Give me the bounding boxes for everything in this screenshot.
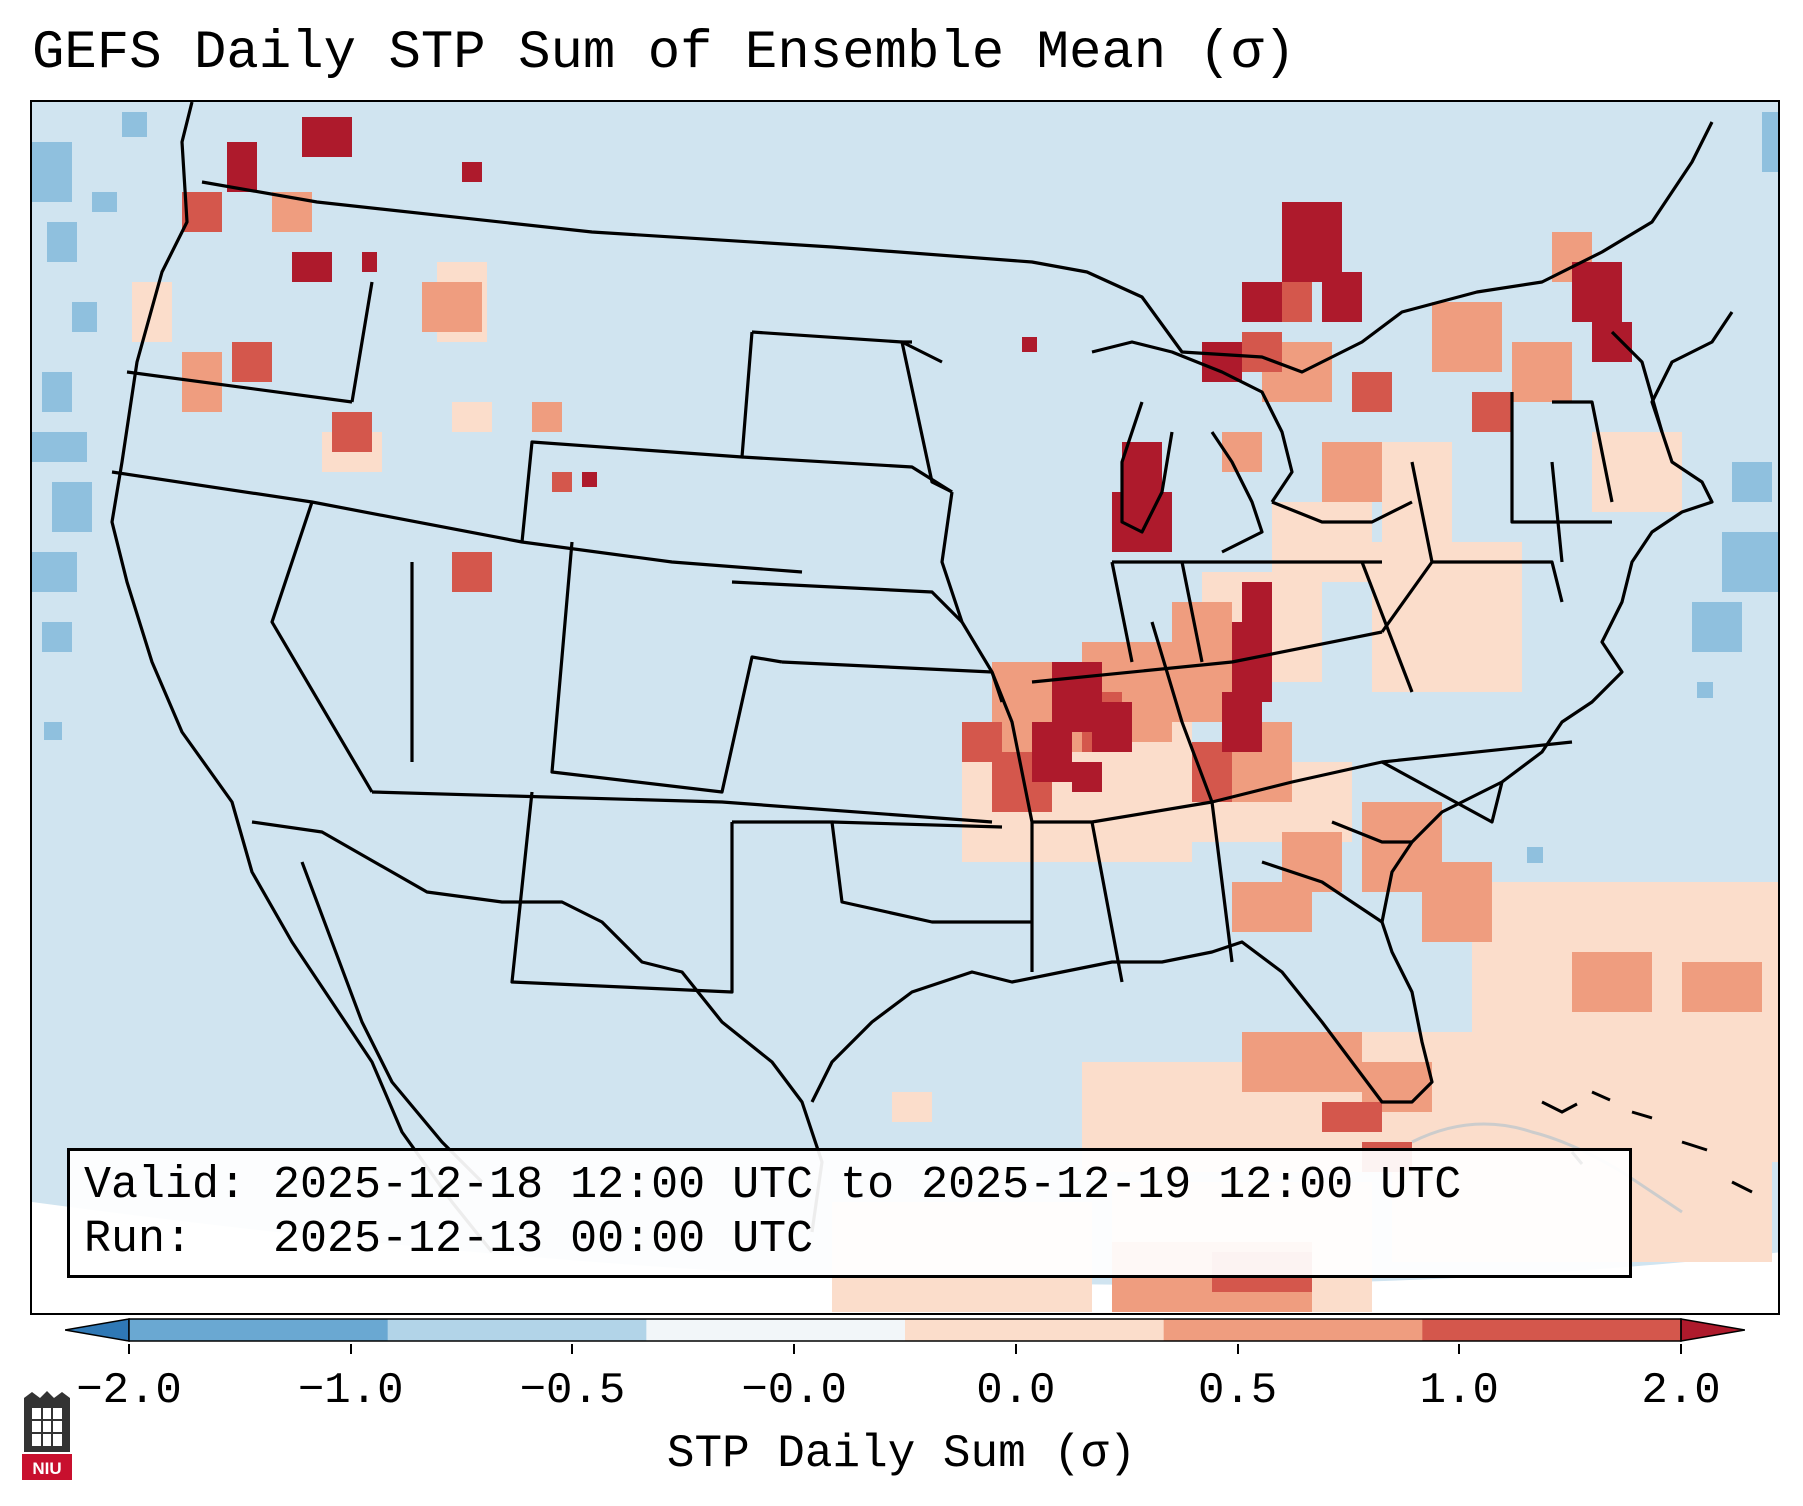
colorbar: [65, 1318, 1745, 1342]
valid-row: Valid: 2025-12-18 12:00 UTC to 2025-12-1…: [84, 1159, 1615, 1213]
colorbar-label: STP Daily Sum (σ): [666, 1428, 1137, 1480]
map-panel: [30, 100, 1780, 1315]
colorbar-tick-label: −2.0: [76, 1366, 182, 1416]
niu-logo: NIU: [22, 1391, 72, 1480]
cuba-outline: [1411, 1122, 1683, 1214]
run-value: 2025-12-13 00:00 UTC: [273, 1214, 814, 1265]
colorbar-tick-label: −1.0: [297, 1366, 404, 1416]
colorbar-tick: [349, 1344, 352, 1354]
colorbar-tick-label: 1.0: [1419, 1366, 1499, 1416]
colorbar-segment: [1163, 1319, 1423, 1341]
colorbar-segment: [646, 1319, 906, 1341]
colorbar-extend-left: [65, 1318, 130, 1342]
run-row: Run: 2025-12-13 00:00 UTC: [84, 1213, 1615, 1267]
colorbar-segment: [387, 1319, 647, 1341]
chart-title: GEFS Daily STP Sum of Ensemble Mean (σ): [32, 23, 1296, 84]
run-label: Run:: [84, 1214, 193, 1265]
colorbar-tick-label: 0.5: [1197, 1366, 1278, 1416]
valid-label: Valid:: [84, 1160, 247, 1211]
colorbar-tick-label: 2.0: [1641, 1366, 1721, 1416]
colorbar-ticks: −2.0 −1.0 −0.5 −0.0 0.0 0.5 1.0 2.0: [0, 1344, 1803, 1416]
niu-logo-text: NIU: [32, 1459, 61, 1478]
colorbar-tick: [1236, 1344, 1239, 1354]
colorbar-tick: [128, 1344, 130, 1354]
colorbar-segment: [905, 1319, 1165, 1341]
colorbar-segment: [129, 1319, 389, 1341]
colorbar-segment: [1422, 1319, 1682, 1341]
colorbar-tick-label: 0.0: [976, 1366, 1056, 1416]
colorbar-tick: [793, 1344, 796, 1354]
valid-run-info-box: Valid: 2025-12-18 12:00 UTC to 2025-12-1…: [67, 1148, 1632, 1278]
colorbar-tick-label: −0.0: [741, 1366, 847, 1416]
colorbar-extend-right: [1680, 1318, 1745, 1342]
colorbar-tick: [571, 1344, 574, 1354]
colorbar-tick-label: −0.5: [519, 1366, 626, 1416]
colorbar-tick: [1014, 1344, 1017, 1354]
valid-value: 2025-12-18 12:00 UTC to 2025-12-19 12:00…: [273, 1160, 1462, 1211]
colorbar-tick: [1458, 1344, 1461, 1354]
state-boundaries: [110, 102, 1734, 1253]
colorbar-tick: [1680, 1344, 1682, 1354]
map-domain-background: [32, 102, 1778, 1285]
